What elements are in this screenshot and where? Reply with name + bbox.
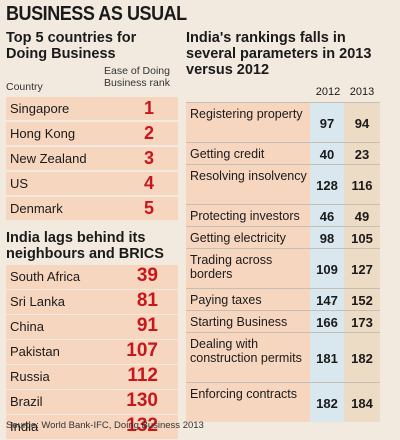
- table-row: Sri Lanka 81: [6, 290, 178, 314]
- parameter-label: Trading across borders: [190, 253, 273, 281]
- country-name: Sri Lanka: [10, 294, 65, 309]
- table-row: Resolving insolvency 128 116: [186, 164, 380, 205]
- value-2012: 109: [316, 262, 338, 277]
- value-2012: 182: [316, 396, 338, 411]
- value-2012: 46: [319, 209, 335, 224]
- table-row: South Africa 39: [6, 265, 178, 289]
- table-row: Brazil 130: [6, 390, 178, 414]
- value-2012: 147: [316, 293, 338, 308]
- country-name: Singapore: [10, 101, 70, 116]
- table-row: Trading across borders 109 127: [186, 248, 380, 289]
- rank-value: 39: [136, 265, 158, 286]
- top5-heading: Top 5 countries for Doing Business: [6, 30, 137, 62]
- table-row: China 91: [6, 315, 178, 339]
- parameter-label: Dealing with construction permits: [190, 337, 302, 365]
- value-2012: 97: [319, 116, 335, 131]
- value-2013: 173: [351, 315, 373, 330]
- rank-value: 4: [143, 173, 154, 193]
- value-2012: 40: [319, 147, 335, 162]
- country-name: Hong Kong: [10, 126, 76, 141]
- brics-heading: India lags behind its neighbours and BRI…: [6, 230, 164, 262]
- column-2013-bg: [344, 102, 380, 422]
- country-name: China: [10, 319, 44, 334]
- country-name: US: [10, 176, 29, 191]
- table-row: Enforcing contracts 182 184: [186, 382, 380, 423]
- table-row: Paying taxes 147 152: [186, 288, 380, 311]
- rank-value: 2: [143, 123, 154, 143]
- parameter-label: Enforcing contracts: [190, 387, 297, 401]
- country-name: Denmark: [10, 201, 63, 216]
- parameter-label: Protecting investors: [190, 209, 300, 223]
- right-column: India's rankings falls in several parame…: [186, 30, 396, 422]
- rank-value: 130: [126, 390, 158, 411]
- table-row: New Zealand 3: [6, 147, 178, 170]
- parameter-label: Starting Business: [190, 315, 288, 329]
- table-row: Pakistan 107: [6, 340, 178, 364]
- brics-list: South Africa 39 Sri Lanka 81 China 91 Pakistan…: [6, 265, 178, 439]
- value-2013: 127: [351, 262, 373, 277]
- top5-column-headers: Country Ease of Doing Business rank: [6, 63, 178, 97]
- parameter-label: Getting electricity: [190, 231, 286, 245]
- main-title: BUSINESS AS USUAL: [6, 3, 187, 25]
- country-name: India: [10, 419, 39, 434]
- rank-value: 107: [126, 340, 158, 361]
- rank-column-header: Ease of Doing Business rank: [104, 65, 170, 89]
- table-row: Denmark 5: [6, 197, 178, 220]
- top5-list: Singapore 1 Hong Kong 2 New Zealand 3 US 4 Denma…: [6, 97, 178, 220]
- rank-value: 112: [127, 365, 158, 386]
- parameter-label: Paying taxes: [190, 293, 262, 307]
- table-row: Registering property 97 94: [186, 102, 380, 143]
- parameter-label: Getting credit: [190, 147, 265, 161]
- country-name: Russia: [10, 369, 50, 384]
- table-row: Russia 112: [6, 365, 178, 389]
- label-column-bg: [186, 102, 310, 422]
- parameters-table: Registering property 97 94 Getting credit 40…: [186, 102, 396, 422]
- rank-value: 1: [143, 98, 154, 118]
- country-name: South Africa: [10, 269, 81, 284]
- left-column: Top 5 countries for Doing Business Count…: [6, 30, 178, 440]
- rank-value: 132: [126, 415, 158, 436]
- value-2013: 94: [354, 116, 370, 131]
- rank-value: 91: [136, 315, 158, 336]
- parameter-label: Resolving insolvency: [190, 169, 307, 183]
- value-2012: 181: [316, 351, 338, 366]
- table-row: Singapore 1: [6, 97, 178, 120]
- value-2013: 182: [351, 351, 373, 366]
- value-2012: 128: [316, 178, 338, 193]
- table-row: Getting credit 40 23: [186, 142, 380, 165]
- rank-value: 3: [143, 148, 154, 168]
- table-row: Hong Kong 2: [6, 122, 178, 145]
- country-name: Pakistan: [10, 344, 60, 359]
- column-2012-bg: [310, 102, 344, 422]
- country-name: Brazil: [10, 394, 43, 409]
- country-column-header: Country: [6, 81, 43, 93]
- year-header: 2012 2013: [186, 82, 396, 102]
- table-row: Dealing with construction permits 181 182: [186, 332, 380, 383]
- source-note: Source: World Bank-IFC, Doing Business 2…: [6, 420, 204, 431]
- value-2013: 152: [351, 293, 373, 308]
- parameter-label: Registering property: [190, 107, 303, 121]
- value-2013: 184: [351, 396, 373, 411]
- india-heading: India's rankings falls in several parame…: [186, 30, 372, 78]
- value-2013: 49: [354, 209, 370, 224]
- value-2012: 166: [316, 315, 338, 330]
- table-row: US 4: [6, 172, 178, 195]
- year-2012-header: 2012: [315, 86, 341, 98]
- rank-value: 5: [143, 198, 154, 218]
- table-row: Protecting investors 46 49: [186, 204, 380, 227]
- value-2013: 23: [354, 147, 370, 162]
- value-2012: 98: [319, 231, 335, 246]
- table-row: Getting electricity 98 105: [186, 226, 380, 249]
- value-2013: 105: [351, 231, 373, 246]
- year-2013-header: 2013: [349, 86, 375, 98]
- value-2013: 116: [351, 178, 373, 193]
- country-name: New Zealand: [10, 151, 87, 166]
- rank-value: 81: [136, 290, 158, 311]
- table-row: Starting Business 166 173: [186, 310, 380, 333]
